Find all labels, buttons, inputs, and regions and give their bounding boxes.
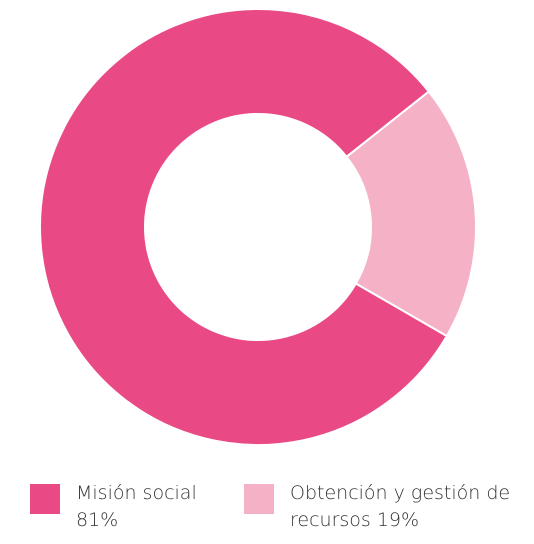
legend-label-obtencion-recursos: Obtención y gestión de recursos 19%: [290, 482, 511, 531]
donut-slice-mision-social: [39, 8, 449, 446]
legend-swatch-mision-social: [30, 484, 60, 514]
legend-item-obtencion-recursos: Obtención y gestión de recursos 19%: [244, 480, 534, 534]
legend-swatch-obtencion-recursos: [244, 484, 274, 514]
chart-legend: Misión social 81% Obtención y gestión de…: [0, 480, 534, 544]
legend-item-mision-social: Misión social 81%: [30, 480, 230, 534]
donut-slice-obtencion-recursos: [345, 90, 477, 338]
donut-chart: [39, 8, 477, 446]
legend-label-mision-social: Misión social 81%: [76, 482, 197, 531]
